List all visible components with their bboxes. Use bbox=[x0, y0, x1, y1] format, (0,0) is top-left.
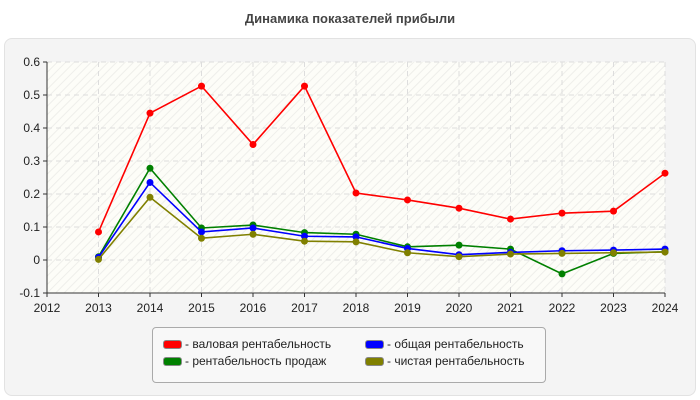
x-tick-label: 2022 bbox=[549, 301, 576, 315]
data-point bbox=[249, 141, 257, 148]
x-tick-label: 2014 bbox=[137, 301, 164, 315]
x-tick-label: 2018 bbox=[343, 301, 370, 315]
data-point bbox=[455, 241, 463, 249]
data-point bbox=[95, 255, 102, 263]
y-tick-label: 0.1 bbox=[23, 220, 40, 234]
legend-label: - чистая рентабельность bbox=[387, 354, 525, 368]
legend-swatch bbox=[163, 339, 182, 349]
x-tick-label: 2024 bbox=[652, 301, 679, 315]
data-point bbox=[146, 164, 154, 172]
y-tick-label: 0.5 bbox=[23, 88, 40, 102]
data-point bbox=[146, 109, 154, 117]
data-point bbox=[249, 224, 257, 232]
y-tick-label: 0 bbox=[33, 253, 40, 267]
x-tick-label: 2020 bbox=[446, 301, 473, 315]
data-point bbox=[558, 249, 566, 257]
legend: - валовая рентабельность - общая рентабе… bbox=[152, 327, 546, 383]
x-tick-label: 2019 bbox=[394, 301, 421, 315]
x-tick-label: 2012 bbox=[34, 301, 61, 315]
legend-item: - чистая рентабельность bbox=[365, 354, 524, 368]
data-point bbox=[249, 230, 257, 238]
data-point bbox=[507, 250, 514, 258]
data-point bbox=[198, 82, 205, 90]
data-point bbox=[455, 253, 463, 261]
data-point bbox=[404, 249, 411, 257]
legend-label: - рентабельность продаж bbox=[185, 354, 327, 368]
y-tick-label: 0.6 bbox=[23, 55, 40, 69]
legend-item: - общая рентабельность bbox=[365, 337, 524, 351]
legend-label: - валовая рентабельность bbox=[185, 337, 332, 351]
legend-swatch bbox=[365, 339, 384, 349]
y-tick-label: 0.3 bbox=[23, 154, 40, 168]
series-line bbox=[97, 196, 666, 260]
x-tick-label: 2016 bbox=[240, 301, 267, 315]
legend-item: - валовая рентабельность bbox=[163, 337, 331, 351]
data-point bbox=[301, 237, 308, 245]
series-line bbox=[97, 84, 666, 233]
data-point bbox=[198, 234, 205, 242]
data-point bbox=[661, 169, 669, 177]
data-point bbox=[146, 178, 154, 186]
x-tick-label: 2013 bbox=[85, 301, 112, 315]
data-point bbox=[95, 228, 102, 236]
data-point bbox=[352, 238, 360, 246]
series-line bbox=[97, 181, 666, 258]
x-tick-label: 2023 bbox=[600, 301, 627, 315]
legend-item: - рентабельность продаж bbox=[163, 354, 326, 368]
data-point bbox=[352, 189, 360, 197]
y-tick-label: -0.1 bbox=[19, 286, 40, 300]
data-point bbox=[455, 204, 463, 212]
series-line bbox=[97, 166, 666, 275]
y-tick-label: 0.2 bbox=[23, 187, 40, 201]
data-point bbox=[507, 215, 514, 223]
data-point bbox=[198, 228, 205, 236]
data-point bbox=[352, 233, 360, 241]
data-point bbox=[301, 82, 308, 90]
data-point bbox=[404, 196, 411, 204]
plot-area bbox=[47, 62, 665, 293]
data-point bbox=[558, 270, 566, 278]
data-point bbox=[301, 232, 308, 240]
x-tick-label: 2017 bbox=[291, 301, 318, 315]
legend-swatch bbox=[365, 356, 384, 366]
data-point bbox=[558, 209, 566, 217]
legend-swatch bbox=[163, 356, 182, 366]
x-tick-label: 2021 bbox=[497, 301, 524, 315]
x-tick-label: 2015 bbox=[188, 301, 215, 315]
data-point bbox=[661, 248, 669, 256]
chart-title: Динамика показателей прибыли bbox=[244, 11, 456, 26]
data-point bbox=[610, 207, 617, 215]
y-tick-label: 0.4 bbox=[23, 121, 40, 135]
data-point bbox=[610, 249, 617, 257]
legend-label: - общая рентабельность bbox=[387, 337, 524, 351]
data-point bbox=[146, 193, 154, 201]
